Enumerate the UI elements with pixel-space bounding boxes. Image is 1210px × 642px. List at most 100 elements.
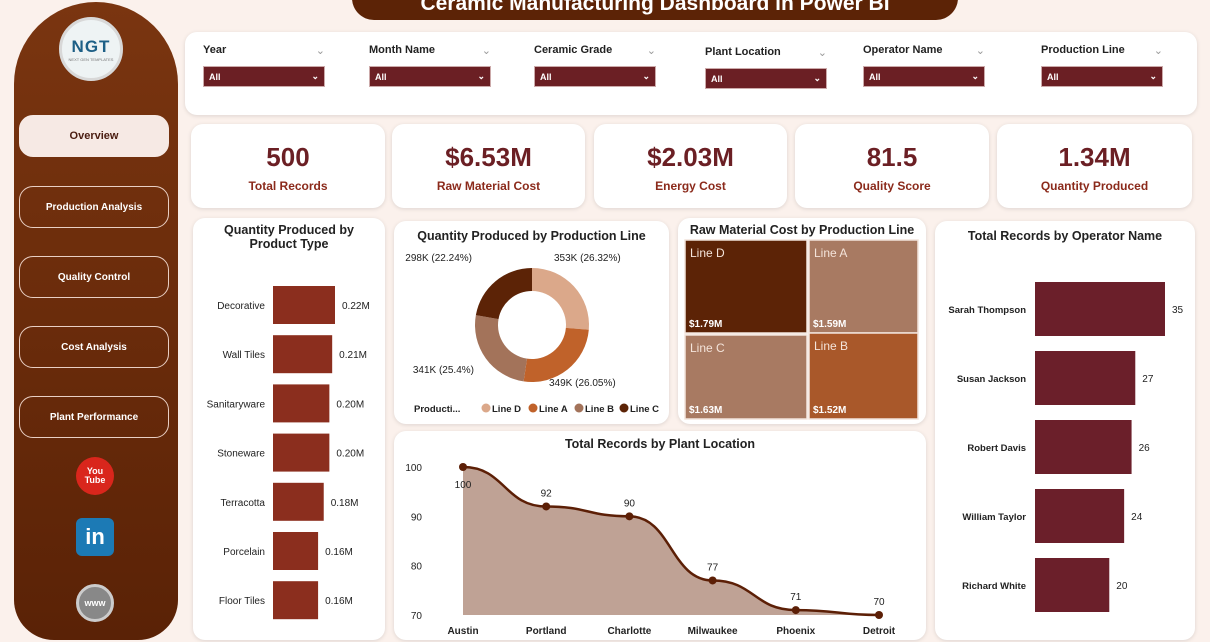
nav-overview[interactable]: Overview xyxy=(19,115,169,157)
x-tick: Austin xyxy=(447,626,478,637)
bar xyxy=(1035,420,1132,474)
donut-slice xyxy=(475,315,528,382)
data-label: 0.16M xyxy=(325,596,353,607)
x-tick: Phoenix xyxy=(776,626,815,637)
chart-title: Raw Material Cost by Production Line xyxy=(689,223,915,237)
data-label: 26 xyxy=(1139,443,1151,454)
bar xyxy=(273,286,335,324)
kpi-card: $2.03M Energy Cost xyxy=(594,124,787,208)
kpi-card: 81.5 Quality Score xyxy=(795,124,989,208)
filter-value: All xyxy=(869,71,881,82)
nav-production-analysis[interactable]: Production Analysis xyxy=(19,186,169,228)
kpi-label: Raw Material Cost xyxy=(436,179,541,193)
donut-slice xyxy=(475,268,532,320)
kpi-label: Quality Score xyxy=(853,179,931,193)
tile-value: $1.52M xyxy=(813,405,846,416)
data-label: 0.21M xyxy=(339,350,367,361)
data-label: 70 xyxy=(873,597,885,608)
y-tick: 100 xyxy=(405,463,422,474)
youtube-icon[interactable]: You Tube xyxy=(76,457,114,495)
data-point xyxy=(459,463,467,471)
chevron-down-icon[interactable]: ⌄ xyxy=(481,45,491,57)
kpi-value: $6.53M xyxy=(445,142,532,172)
filter-1: Month Name ⌄ All ⌄ xyxy=(369,44,491,87)
filter-dropdown[interactable]: All ⌄ xyxy=(203,66,325,87)
data-label: 77 xyxy=(707,562,719,573)
data-label: 71 xyxy=(790,592,802,603)
chevron-down-icon[interactable]: ⌄ xyxy=(315,45,325,57)
category-label: Decorative xyxy=(217,301,265,312)
chevron-down-icon: ⌄ xyxy=(477,71,485,81)
filter-dropdown[interactable]: All ⌄ xyxy=(534,66,656,87)
bar xyxy=(273,335,333,374)
chevron-down-icon[interactable]: ⌄ xyxy=(817,47,827,59)
nav-plant-performance[interactable]: Plant Performance xyxy=(19,396,169,438)
kpi-label: Quantity Produced xyxy=(1040,179,1149,193)
filter-value: All xyxy=(711,73,723,84)
category-label: Porcelain xyxy=(223,547,265,558)
data-point xyxy=(708,576,717,585)
treemap-tile xyxy=(808,332,919,420)
kpi-card: 1.34M Quantity Produced xyxy=(997,124,1192,208)
tile-value: $1.79M xyxy=(689,319,722,330)
donut-slice xyxy=(532,268,589,330)
filter-0: Year ⌄ All ⌄ xyxy=(203,44,325,87)
data-label: 20 xyxy=(1116,581,1128,592)
legend-label: Line C xyxy=(630,404,659,415)
bar xyxy=(273,433,330,472)
filter-3: Plant Location ⌄ All ⌄ xyxy=(705,46,827,89)
data-label: 0.18M xyxy=(331,498,359,509)
category-label: Sarah Thompson xyxy=(948,305,1026,316)
filter-label: Operator Name xyxy=(863,44,943,56)
data-label: 35 xyxy=(1172,305,1184,316)
kpi-label: Total Records xyxy=(248,179,328,193)
filter-dropdown[interactable]: All ⌄ xyxy=(369,66,491,87)
filter-dropdown[interactable]: All ⌄ xyxy=(1041,66,1163,87)
nav-cost-analysis[interactable]: Cost Analysis xyxy=(19,326,169,368)
bar xyxy=(273,581,319,620)
data-point xyxy=(625,512,634,521)
category-label: Floor Tiles xyxy=(219,596,265,607)
chart-title: Total Records by Operator Name xyxy=(967,229,1163,243)
y-tick: 90 xyxy=(411,512,423,523)
nav-quality-control[interactable]: Quality Control xyxy=(19,256,169,298)
kpi-card: 500 Total Records xyxy=(191,124,385,208)
data-label: 24 xyxy=(1131,512,1143,523)
data-label: 0.20M xyxy=(336,449,364,460)
donut-slice xyxy=(523,327,589,382)
kpi-value: 500 xyxy=(266,142,310,172)
legend-marker xyxy=(574,403,584,413)
chevron-down-icon[interactable]: ⌄ xyxy=(646,45,656,57)
legend-marker xyxy=(481,403,491,413)
filter-dropdown[interactable]: All ⌄ xyxy=(705,68,827,89)
category-label: Terracotta xyxy=(221,498,266,509)
treemap-tile xyxy=(684,239,808,334)
legend-label: Line B xyxy=(585,404,614,415)
treemap-tile xyxy=(684,334,808,420)
area-fill xyxy=(463,467,879,615)
data-label: 0.16M xyxy=(325,547,353,558)
category-label: Susan Jackson xyxy=(957,374,1026,385)
data-label: 341K (25.4%) xyxy=(413,365,474,376)
tile-value: $1.63M xyxy=(689,405,722,416)
web-icon[interactable]: www xyxy=(76,584,114,622)
legend-title: Producti... xyxy=(414,404,460,415)
data-label: 27 xyxy=(1142,374,1154,385)
tile-label: Line C xyxy=(690,341,725,355)
chevron-down-icon[interactable]: ⌄ xyxy=(1153,45,1163,57)
category-label: Sanitaryware xyxy=(207,399,266,410)
x-tick: Portland xyxy=(526,626,567,637)
linkedin-icon[interactable]: in xyxy=(76,518,114,556)
chevron-down-icon[interactable]: ⌄ xyxy=(975,45,985,57)
kpi-label: Energy Cost xyxy=(655,179,726,193)
filter-5: Production Line ⌄ All ⌄ xyxy=(1041,44,1163,87)
data-label: 353K (26.32%) xyxy=(554,253,621,264)
bar xyxy=(1035,558,1110,612)
bar xyxy=(273,482,324,521)
filter-4: Operator Name ⌄ All ⌄ xyxy=(863,44,985,87)
filter-value: All xyxy=(1047,71,1059,82)
area-chart: 70 80 90 100 100 Austin 92 Portland 90 Charlotte 7… xyxy=(405,463,896,637)
logo: NGT NEXT GEN TEMPLATES xyxy=(59,17,123,81)
filter-dropdown[interactable]: All ⌄ xyxy=(863,66,985,87)
filter-label: Year xyxy=(203,44,227,56)
